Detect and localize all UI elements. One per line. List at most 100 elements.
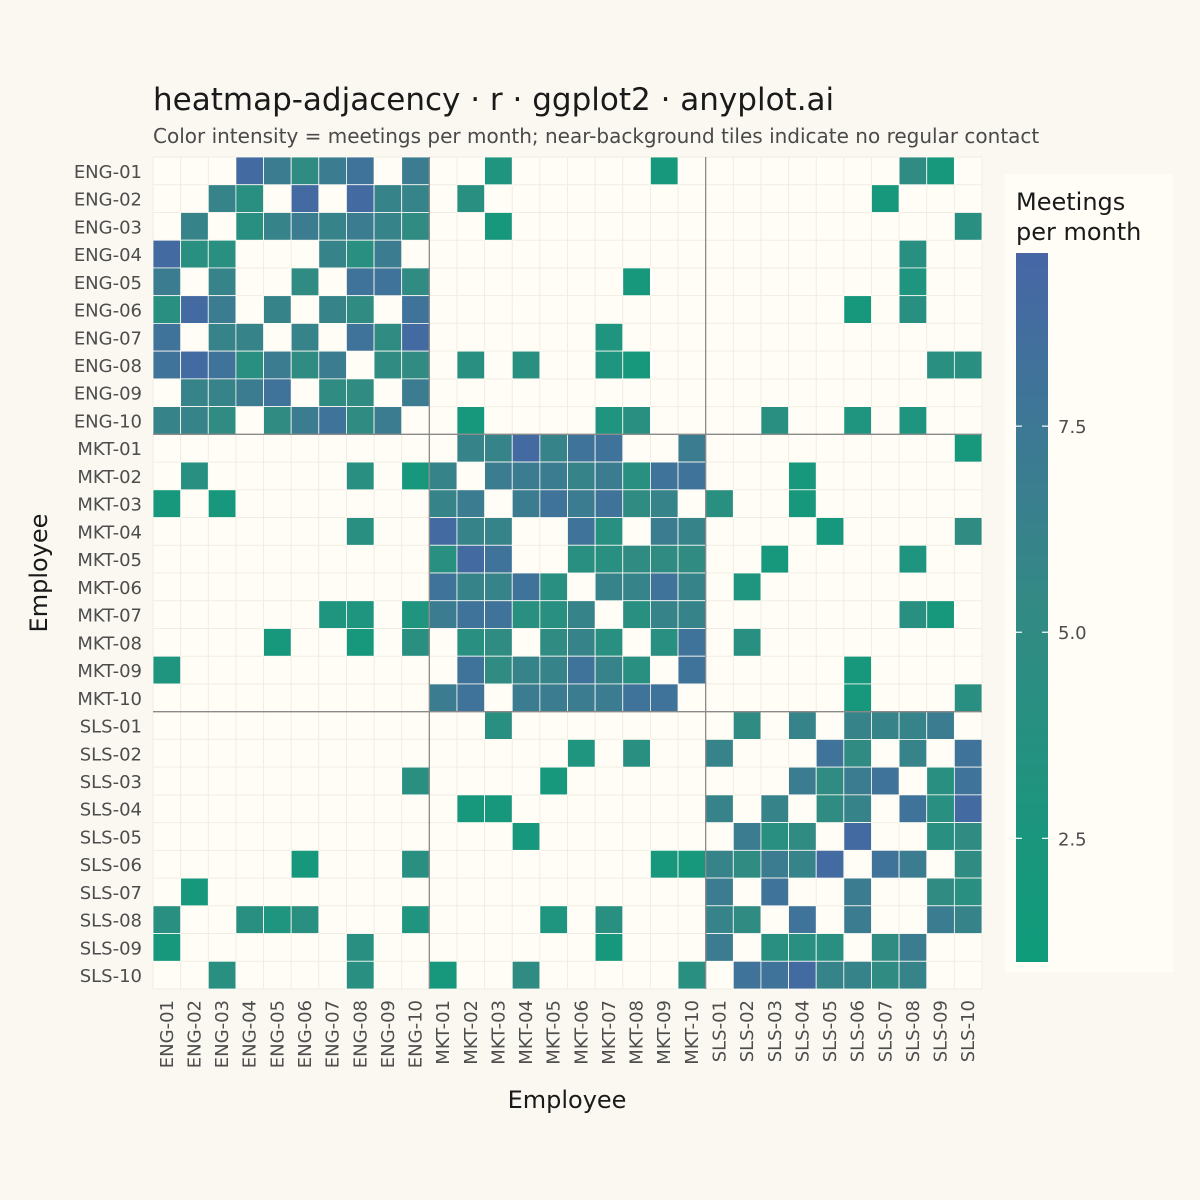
heatmap-cell [456,489,486,518]
heatmap-cell [152,905,182,934]
x-tick-label: ENG-09 [378,1000,399,1068]
x-tick-label: ENG-08 [350,1000,371,1068]
heatmap-cell [318,406,347,435]
heatmap-cell [843,739,872,768]
heatmap-cell [539,461,568,491]
heatmap-cell [456,406,486,435]
heatmap-cell [650,544,679,574]
heatmap-cell [207,350,237,380]
heatmap-cell [594,489,624,518]
heatmap-cell [511,489,541,518]
heatmap-cell [871,184,900,213]
heatmap-cell [373,184,403,213]
heatmap-cell [235,156,264,186]
heatmap-cell [594,517,624,546]
heatmap-cell [567,433,596,463]
heatmap-cell [318,350,347,380]
legend-tick-label: 2.5 [1058,829,1087,850]
heatmap-cell [926,600,955,629]
heatmap-cell [318,295,347,324]
heatmap-cell [346,184,375,213]
heatmap-cell [898,960,928,990]
y-tick-label: MKT-10 [77,689,142,710]
heatmap-cell [346,212,375,241]
heatmap-cell [567,655,596,685]
heatmap-cell [152,350,182,380]
heatmap-cell [318,156,347,186]
x-tick-label: MKT-01 [433,1000,454,1065]
heatmap-cell [815,517,845,546]
heatmap-cell [732,572,762,602]
heatmap-cell [263,378,292,408]
heatmap-cell [401,184,430,213]
heatmap-cell [401,156,430,186]
heatmap-cell [567,739,596,768]
heatmap-cell [152,295,182,324]
heatmap-cell [898,295,928,324]
heatmap-cell [567,489,596,518]
heatmap-cell [511,350,541,380]
heatmap-cell [263,212,292,241]
heatmap-cell [290,849,320,879]
x-tick-label: SLS-09 [931,1000,952,1062]
heatmap-cell [760,877,789,907]
heatmap-cell [180,406,209,435]
heatmap-cell [788,905,817,934]
heatmap-cell [346,378,375,408]
x-tick-label: MKT-07 [599,1000,620,1065]
heatmap-cell [318,378,347,408]
x-tick-label: MKT-09 [654,1000,675,1065]
heatmap-cell [484,572,513,602]
heatmap-cell [788,461,817,491]
x-tick-label: ENG-06 [295,1000,316,1068]
heatmap-cell [290,905,320,934]
heatmap-cell [622,461,651,491]
heatmap-cell [152,239,182,269]
y-tick-label: ENG-03 [74,217,142,238]
heatmap-cell [622,739,651,768]
legend-colorbar [1016,253,1048,962]
heatmap-cell [484,212,513,241]
x-tick-label: MKT-02 [461,1000,482,1065]
heatmap-cell [677,849,707,879]
heatmap-cell [346,960,375,990]
heatmap-cell [484,461,513,491]
heatmap-cell [401,212,430,241]
heatmap-cell [290,350,320,380]
heatmap-cell [539,766,568,796]
x-tick-label: MKT-04 [516,1000,537,1065]
y-tick-labels: ENG-01 ENG-02 ENG-03 ENG-04 ENG-05 ENG-06 ENG-… [74,162,142,987]
heatmap-cell [622,572,651,602]
x-tick-labels: ENG-01 ENG-02 ENG-03 ENG-04 ENG-05 ENG-06 ENG-… [157,1000,979,1068]
heatmap-cell [594,905,624,934]
heatmap-cell [594,655,624,685]
y-tick-label: MKT-08 [77,633,142,654]
x-tick-label: SLS-04 [792,1000,813,1062]
y-tick-label: SLS-07 [80,883,142,904]
heatmap-cell [180,212,209,241]
heatmap-cell [152,267,182,297]
heatmap-cell [484,628,513,657]
heatmap-cell [732,960,762,990]
heatmap-cell [926,711,955,740]
heatmap-cell [705,794,734,823]
heatmap-cell [207,489,237,518]
heatmap-cell [180,461,209,491]
heatmap-cell [428,600,458,629]
heatmap-cell [622,655,651,685]
heatmap-cell [152,655,182,685]
heatmap-cell [843,877,872,907]
y-tick-label: ENG-10 [74,411,142,432]
heatmap-cell [953,794,983,823]
heatmap-cell [926,822,955,851]
heatmap-cell [677,655,707,685]
heatmap-cell [511,655,541,685]
y-tick-label: MKT-01 [77,439,142,460]
heatmap-cell [732,905,762,934]
y-tick-label: SLS-08 [80,911,142,932]
heatmap-cell [788,933,817,962]
heatmap-cell [953,683,983,713]
heatmap-cell [511,683,541,713]
y-tick-label: MKT-07 [77,606,142,627]
y-tick-label: MKT-04 [77,522,142,543]
